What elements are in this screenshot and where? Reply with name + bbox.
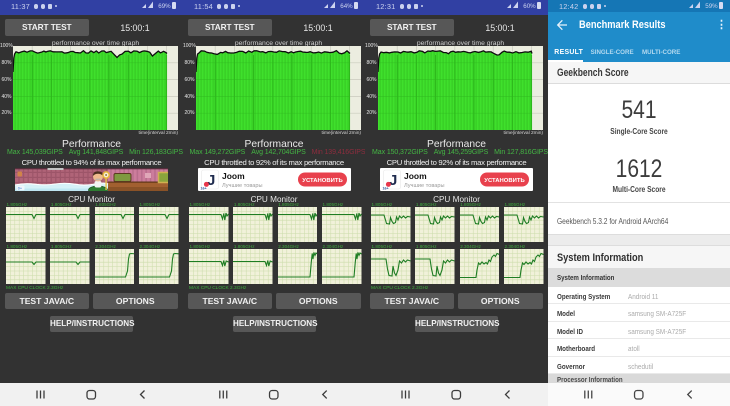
svg-text:Joom: Joom	[404, 171, 427, 181]
svg-text:16+: 16+	[200, 187, 206, 191]
svg-text:16+: 16+	[382, 187, 388, 191]
svg-text:Лучшие товары: Лучшие товары	[404, 183, 444, 189]
svg-text:Лучшие товары: Лучшие товары	[222, 183, 262, 189]
svg-text:J: J	[207, 172, 215, 189]
svg-text:УСТАНОВИТЬ: УСТАНОВИТЬ	[302, 178, 343, 184]
svg-text:0+: 0+	[17, 186, 22, 190]
svg-text:УСТАНОВИТЬ: УСТАНОВИТЬ	[484, 178, 525, 184]
svg-text:Joom: Joom	[222, 171, 245, 181]
svg-text:J: J	[389, 172, 397, 189]
